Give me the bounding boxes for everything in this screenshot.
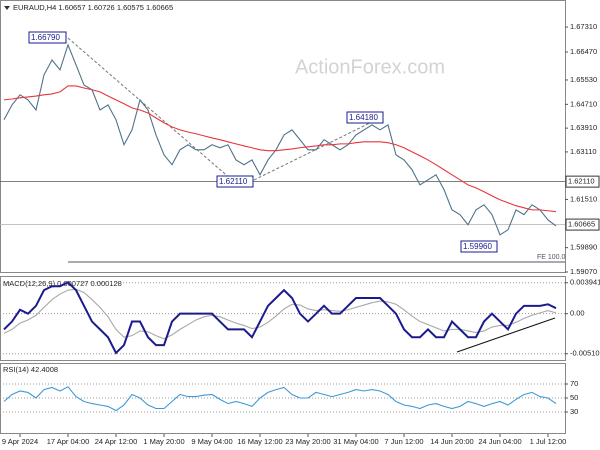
series-line — [3, 281, 557, 355]
x-tick-label: 14 Jun 20:00 — [430, 437, 473, 446]
annotation: 1.66790 — [31, 33, 60, 42]
x-tick-label: 1 May 20:00 — [143, 437, 184, 446]
x-tick-label: 9 May 04:00 — [191, 437, 232, 446]
y-tick-label: 1.61510 — [570, 194, 597, 203]
macd-trend-line — [456, 317, 556, 353]
price-marker-label: 1.60665 — [568, 220, 595, 229]
rsi-title: RSI(14) 42.4008 — [3, 365, 58, 374]
y-tick-label: 50 — [570, 393, 578, 402]
price-marker-box — [565, 175, 600, 188]
annotation-box — [216, 175, 254, 188]
series-line — [3, 85, 557, 213]
annotation: FE 100.0 — [537, 254, 566, 261]
annotations: 1.66790 1.64180 1.62110 1.59960 FE 100.0 — [28, 31, 566, 261]
x-tick-label: 23 May 20:00 — [285, 437, 330, 446]
x-tick-label: 9 Apr 2024 — [2, 437, 38, 446]
annotation: 1.59960 — [463, 242, 492, 251]
x-tick-label: 1 Jul 12:00 — [530, 437, 567, 446]
y-tick-label: 1.59890 — [570, 243, 597, 252]
series-line — [3, 43, 557, 236]
y-tick-label: 1.67310 — [570, 22, 597, 31]
y-tick-label: -0.005103 — [570, 349, 600, 358]
x-tick-label: 16 May 12:00 — [237, 437, 282, 446]
y-tick-label: 0.003941 — [570, 278, 600, 287]
y-tick-label: 1.64710 — [570, 99, 597, 108]
y-tick-label: 1.63910 — [570, 123, 597, 132]
y-tick-label: 70 — [570, 379, 578, 388]
annotation-box — [460, 240, 498, 253]
y-tick-label: 1.59070 — [570, 267, 597, 276]
x-tick-label: 7 Jun 12:00 — [384, 437, 423, 446]
x-tick-label: 24 Apr 12:00 — [95, 437, 138, 446]
price-marker-label: 1.62110 — [568, 177, 595, 186]
x-tick-label: 17 Apr 04:00 — [47, 437, 90, 446]
annotation: 1.64180 — [349, 113, 378, 122]
macd-title: MACD(12,26,9) 0.000727 0.000128 — [3, 279, 122, 288]
annotation-box — [346, 111, 384, 124]
y-tick-label: 1.63110 — [570, 147, 597, 156]
y-tick-label: 1.66470 — [570, 47, 597, 56]
y-tick-label: 1.65530 — [570, 75, 597, 84]
menu-arrow — [4, 6, 10, 10]
macd-panel — [0, 276, 566, 361]
price-marker-box — [565, 218, 600, 231]
x-tick-label: 24 Jun 04:00 — [478, 437, 521, 446]
annotation: 1.62110 — [219, 177, 248, 186]
annotation-box — [28, 31, 67, 44]
series-line — [3, 288, 557, 340]
trend-line — [67, 37, 233, 181]
y-tick-label: 30 — [570, 407, 578, 416]
chart-title: EURAUD,H4 1.60657 1.60726 1.60575 1.6066… — [13, 3, 173, 12]
x-tick-label: 31 May 04:00 — [333, 437, 378, 446]
series-line — [3, 386, 557, 412]
watermark: ActionForex.com — [295, 56, 445, 78]
trend-line — [253, 116, 383, 181]
y-tick-label: 0.00 — [570, 309, 585, 318]
price-panel — [0, 0, 566, 273]
